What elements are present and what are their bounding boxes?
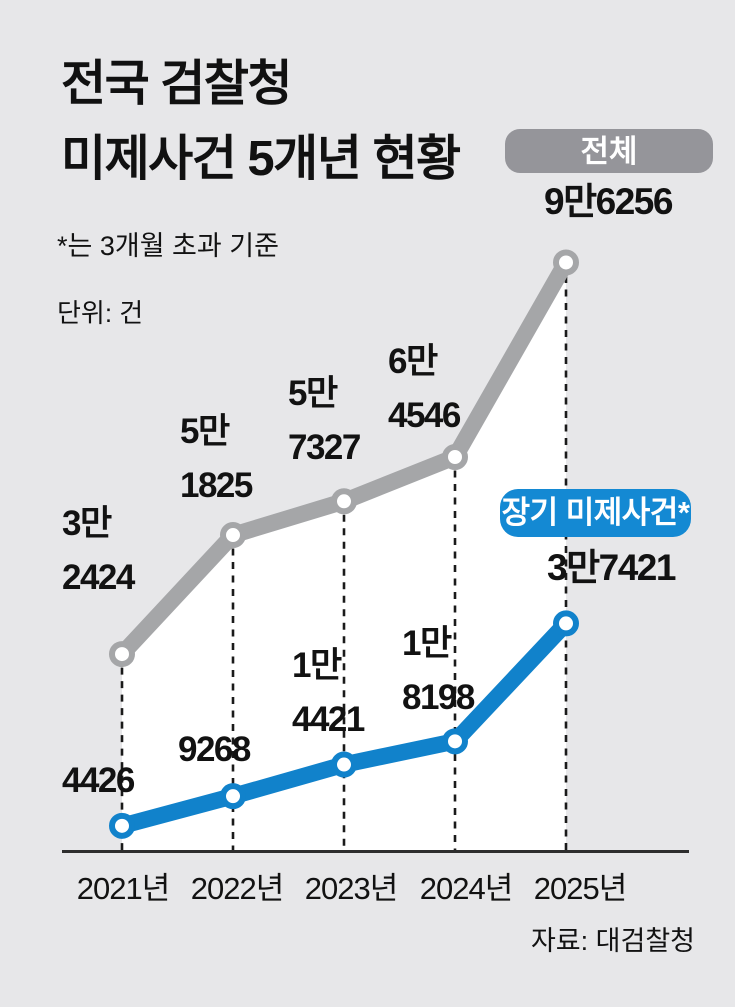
data-label-total-2024년: 6만 4546 <box>388 335 461 443</box>
long-term-marker-2025년 <box>553 610 579 637</box>
total-marker-2025년 <box>553 249 579 276</box>
long-term-marker-2024년 <box>442 728 468 755</box>
data-label-total-2021년: 3만 2424 <box>62 497 135 605</box>
footnote-asterisk: *는 3개월 초과 기준 <box>57 231 279 261</box>
data-label-long_term-2025년-line1: 3만7421 <box>547 547 676 588</box>
total-marker-2024년 <box>442 444 468 471</box>
data-label-long_term-2025년: 3만7421 <box>547 541 676 595</box>
data-label-total-2023년-line1: 5만 <box>288 374 338 413</box>
data-label-total-2022년-line2: 1825 <box>180 466 253 505</box>
data-label-total-2022년: 5만 1825 <box>180 405 253 513</box>
long-term-marker-2023년 <box>331 751 357 778</box>
data-label-total-2025년: 9만6256 <box>544 175 673 229</box>
data-label-long_term-2023년-line1: 1만 <box>292 646 342 685</box>
data-label-total-2021년-line1: 3만 <box>62 504 112 543</box>
unit-label: 단위: 건 <box>57 298 144 328</box>
x-axis-label-2023년: 2023년 <box>304 871 398 906</box>
legend-badge-long-term-label: 장기 미제사건* <box>501 495 690 530</box>
x-axis-label-2022년: 2022년 <box>190 871 284 906</box>
x-axis-label-2025년: 2025년 <box>533 871 627 906</box>
data-label-total-2024년-line1: 6만 <box>388 342 438 381</box>
long-term-marker-2022년 <box>220 783 246 810</box>
data-label-long_term-2022년: 9268 <box>178 723 251 777</box>
legend-badge-total: 전체 <box>505 129 713 173</box>
data-label-total-2022년-line1: 5만 <box>180 412 230 451</box>
data-label-long_term-2021년-line1: 4426 <box>62 761 135 800</box>
data-label-total-2023년: 5만 7327 <box>288 367 361 475</box>
source-label: 자료: 대검찰청 <box>530 926 695 956</box>
long-term-marker-2021년 <box>109 812 135 839</box>
data-label-long_term-2023년: 1만 4421 <box>292 639 365 747</box>
total-marker-2023년 <box>331 488 357 515</box>
legend-badge-total-label: 전체 <box>580 134 638 169</box>
data-label-long_term-2021년: 4426 <box>62 754 135 808</box>
total-marker-2022년 <box>220 522 246 549</box>
chart-title: 전국 검찰청 미제사건 5개년 현황 <box>61 47 461 197</box>
legend-badge-long-term: 장기 미제사건* <box>500 489 691 537</box>
data-label-long_term-2024년-line2: 8198 <box>402 678 475 717</box>
data-label-long_term-2022년-line1: 9268 <box>178 730 251 769</box>
total-marker-2021년 <box>109 641 135 668</box>
data-label-total-2024년-line2: 4546 <box>388 396 461 435</box>
x-axis-label-2021년: 2021년 <box>76 871 170 906</box>
x-axis-label-2024년: 2024년 <box>419 871 513 906</box>
data-label-long_term-2024년: 1만 8198 <box>402 617 475 725</box>
chart-title-line1: 전국 검찰청 <box>61 57 293 111</box>
data-label-total-2025년-line1: 9만6256 <box>544 181 673 222</box>
data-label-total-2021년-line2: 2424 <box>62 558 135 597</box>
data-label-long_term-2023년-line2: 4421 <box>292 700 365 739</box>
data-label-long_term-2024년-line1: 1만 <box>402 624 452 663</box>
data-label-total-2023년-line2: 7327 <box>288 428 361 467</box>
chart-title-line2: 미제사건 5개년 현황 <box>61 132 461 186</box>
